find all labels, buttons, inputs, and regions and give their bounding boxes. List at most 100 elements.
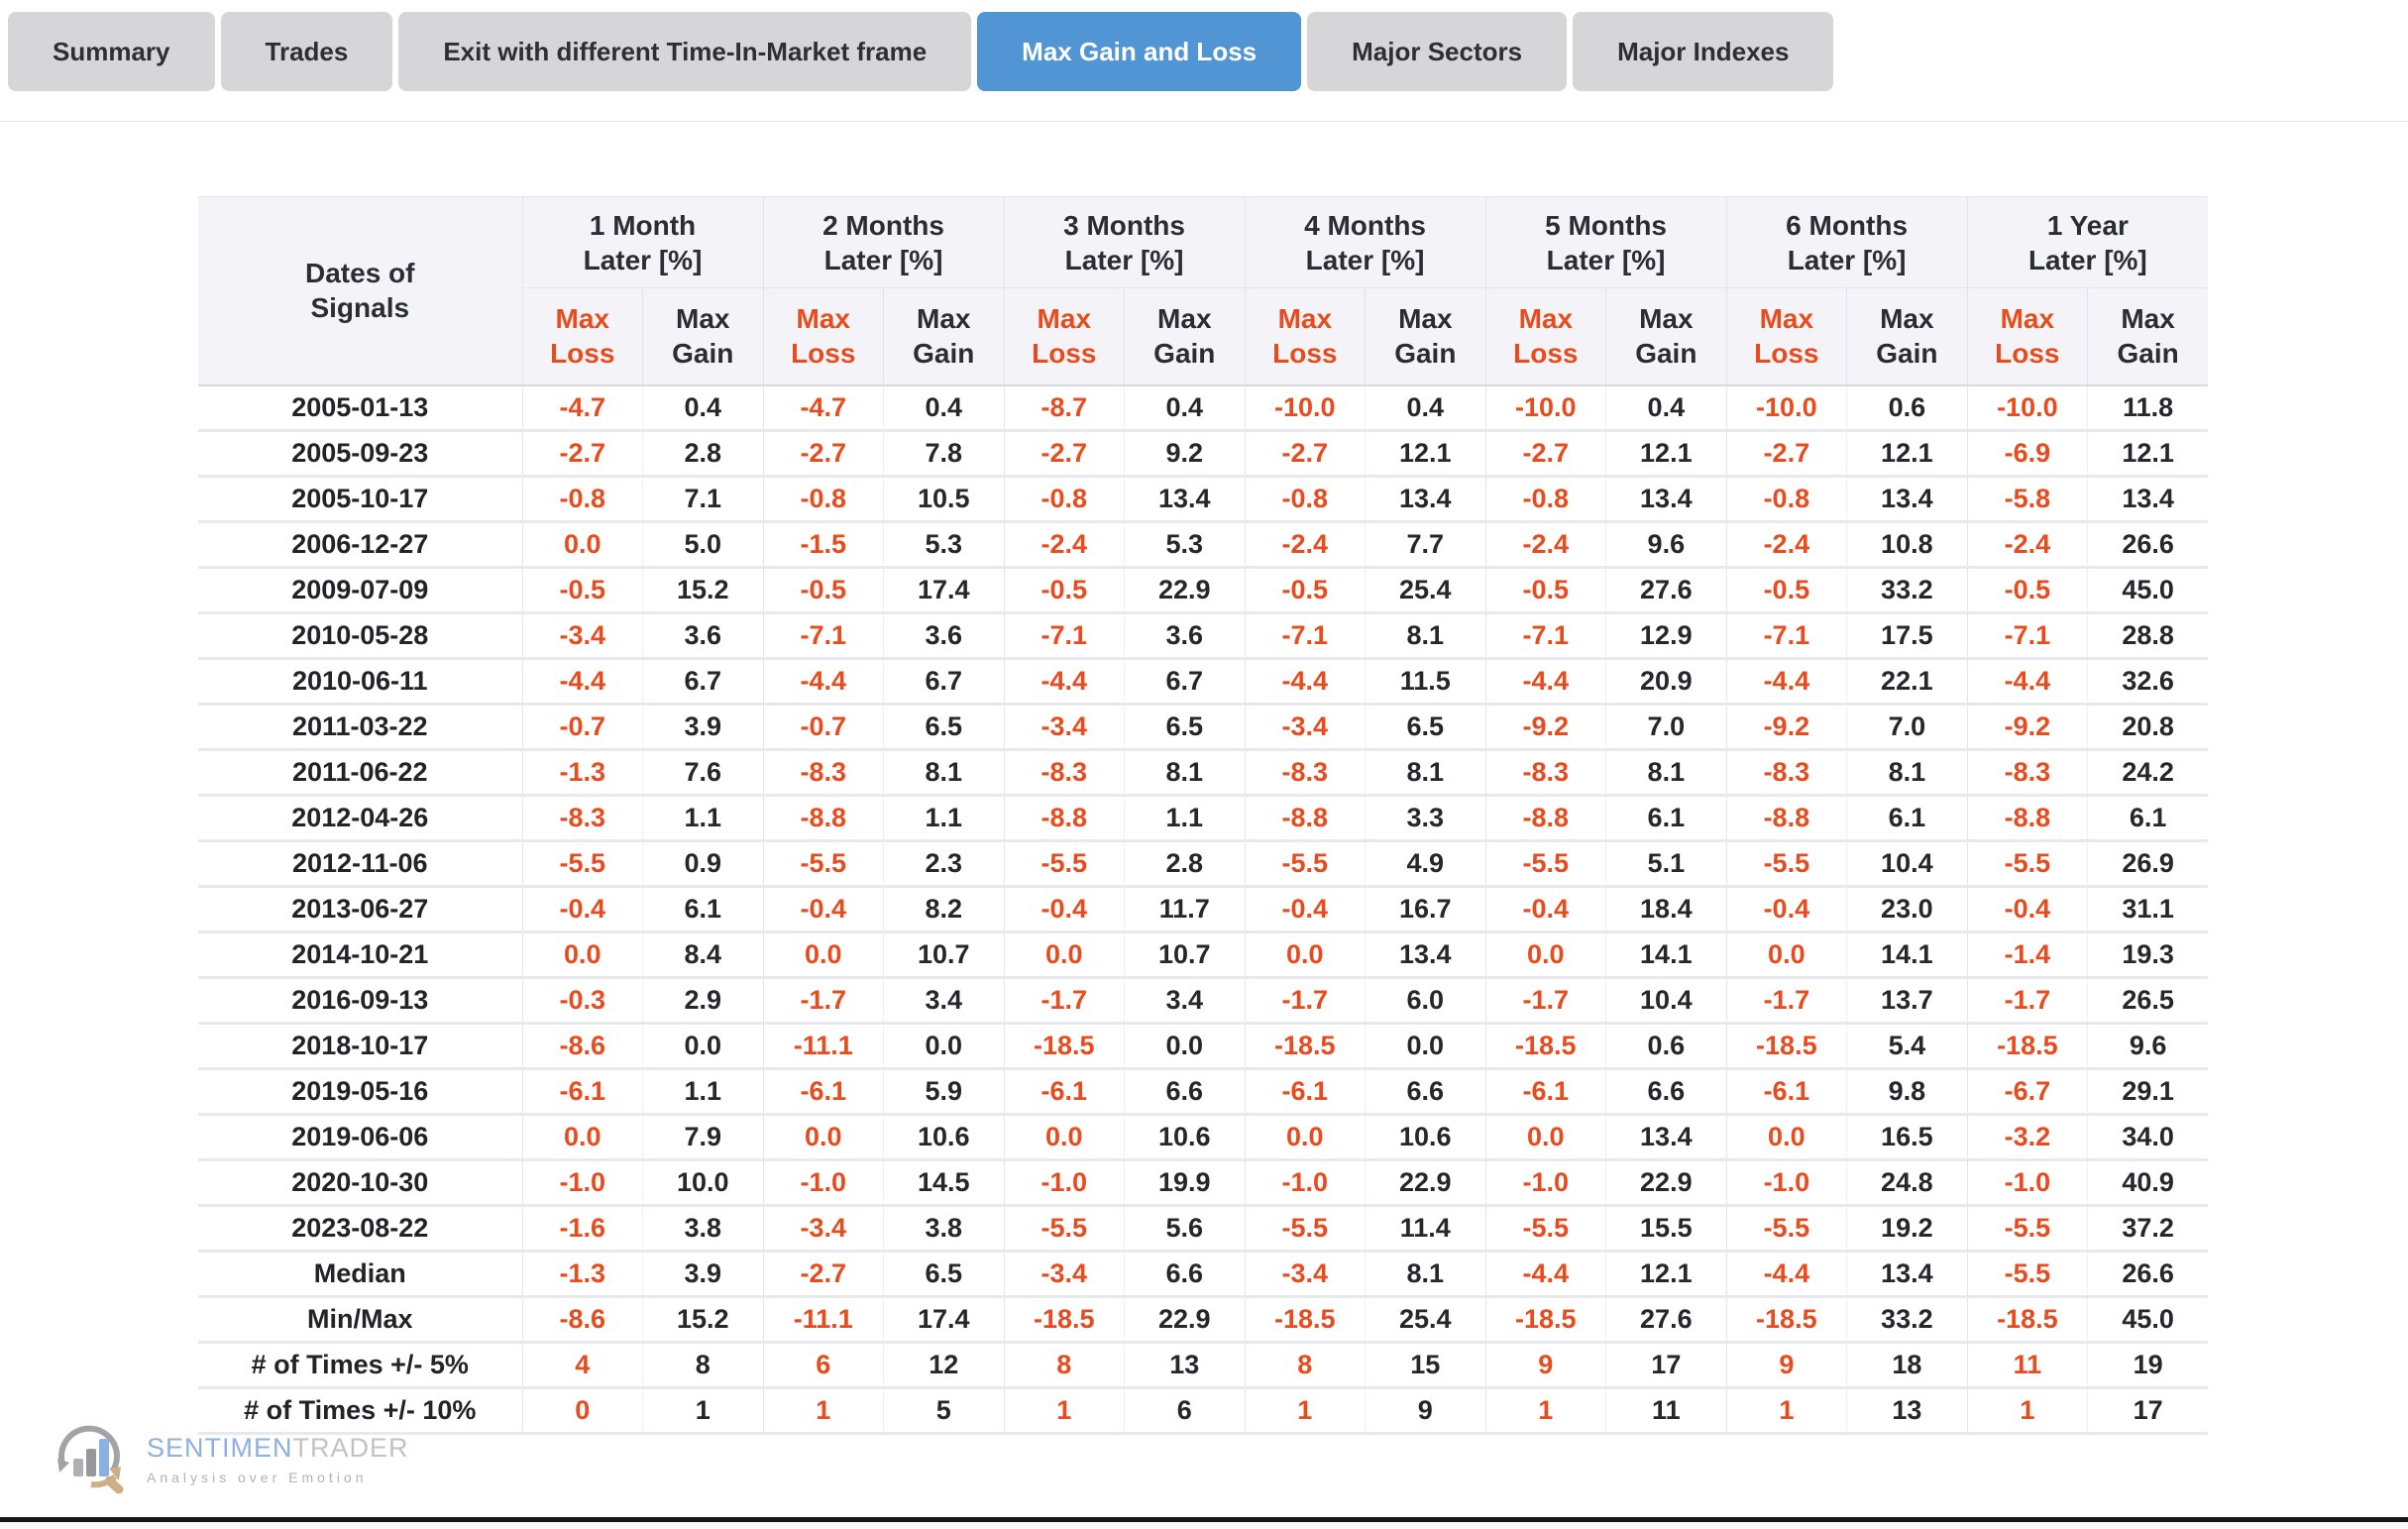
max-gain-cell: 3.4 [883, 977, 1005, 1025]
max-loss-cell: -0.7 [521, 704, 643, 751]
max-loss-cell: -1.3 [521, 1251, 643, 1298]
max-gain-cell: 18 [1846, 1342, 1968, 1389]
max-gain-loss-table-wrap: Dates of Signals 1 Month Later [%] 2 Months L… [198, 196, 2209, 1435]
max-loss-cell: -5.5 [1966, 1251, 2088, 1298]
max-gain-header: Max Gain [1846, 287, 1968, 385]
max-loss-cell: -5.5 [1966, 1205, 2088, 1253]
max-loss-cell: -4.4 [1003, 658, 1125, 706]
max-loss-cell: -7.1 [1484, 612, 1606, 660]
max-gain-cell: 1.1 [883, 795, 1005, 842]
max-loss-cell: -3.2 [1966, 1114, 2088, 1161]
max-loss-cell: -2.7 [1244, 430, 1366, 478]
max-gain-cell: 17.5 [1846, 612, 1968, 660]
max-gain-cell: 22.9 [1124, 1296, 1246, 1344]
max-gain-header: Max Gain [1365, 287, 1486, 385]
max-gain-cell: 24.8 [1846, 1159, 1968, 1207]
date-cell: 2011-06-22 [198, 749, 522, 797]
max-gain-cell: 12.1 [1605, 1251, 1727, 1298]
max-gain-cell: 3.6 [1124, 612, 1246, 660]
max-loss-cell: -0.4 [762, 886, 884, 933]
max-gain-cell: 14.5 [883, 1159, 1005, 1207]
max-gain-cell: 22.9 [1605, 1159, 1727, 1207]
tab-trades[interactable]: Trades [220, 12, 393, 91]
max-loss-cell: -0.4 [521, 886, 643, 933]
max-gain-cell: 6 [1124, 1387, 1246, 1435]
period-header-4-months: 4 Months Later [%] [1244, 196, 1486, 288]
max-loss-header: Max Loss [521, 287, 643, 385]
bottom-border [0, 1517, 2408, 1522]
sentimentrader-logo-icon [57, 1425, 124, 1494]
max-gain-cell: 12.1 [1605, 430, 1727, 478]
max-loss-cell: -1.0 [762, 1159, 884, 1207]
max-loss-cell: -1.7 [1725, 977, 1847, 1025]
max-gain-cell: 0.9 [642, 840, 764, 888]
max-loss-cell: -18.5 [1244, 1296, 1366, 1344]
max-loss-cell: 8 [1244, 1342, 1366, 1389]
tab-major-indexes[interactable]: Major Indexes [1573, 12, 1834, 91]
period-header-6-months: 6 Months Later [%] [1725, 196, 1968, 288]
max-gain-cell: 0.4 [1365, 384, 1486, 432]
max-gain-cell: 4.9 [1365, 840, 1486, 888]
max-gain-cell: 32.6 [2087, 658, 2209, 706]
max-gain-cell: 3.8 [642, 1205, 764, 1253]
max-gain-cell: 8.2 [883, 886, 1005, 933]
max-gain-cell: 1.1 [1124, 795, 1246, 842]
tab-summary[interactable]: Summary [8, 12, 215, 91]
max-loss-cell: -3.4 [1244, 1251, 1366, 1298]
max-loss-cell: -18.5 [1966, 1296, 2088, 1344]
max-gain-cell: 13.4 [1365, 476, 1486, 523]
table-row: 2012-04-26 -8.3 1.1 -8.8 1.1 -8.8 1.1 -8.8 3.3 -8… [198, 795, 2209, 842]
max-gain-cell: 7.0 [1846, 704, 1968, 751]
max-gain-cell: 5.9 [883, 1068, 1005, 1116]
max-loss-cell: -0.8 [521, 476, 643, 523]
max-loss-cell: -1.0 [1725, 1159, 1847, 1207]
max-loss-cell: -5.8 [1966, 476, 2088, 523]
table-row: 2020-10-30 -1.0 10.0 -1.0 14.5 -1.0 19.9 -1.0 22… [198, 1159, 2209, 1207]
max-gain-cell: 8.1 [1365, 612, 1486, 660]
max-loss-cell: -18.5 [1244, 1023, 1366, 1070]
max-gain-cell: 24.2 [2087, 749, 2209, 797]
max-loss-cell: 0.0 [1725, 931, 1847, 979]
max-loss-cell: 0.0 [1484, 1114, 1606, 1161]
max-loss-cell: -0.3 [521, 977, 643, 1025]
max-gain-cell: 2.8 [642, 430, 764, 478]
tab-major-sectors[interactable]: Major Sectors [1307, 12, 1568, 91]
max-gain-cell: 7.6 [642, 749, 764, 797]
max-loss-cell: 9 [1725, 1342, 1847, 1389]
date-cell: 2019-05-16 [198, 1068, 522, 1116]
max-gain-header: Max Gain [2087, 287, 2209, 385]
max-gain-cell: 8.1 [1846, 749, 1968, 797]
tab-max-gain-and-loss[interactable]: Max Gain and Loss [977, 12, 1302, 91]
max-loss-cell: -0.5 [1725, 567, 1847, 614]
max-loss-cell: 0.0 [1003, 931, 1125, 979]
max-gain-cell: 20.8 [2087, 704, 2209, 751]
date-cell: 2013-06-27 [198, 886, 522, 933]
max-loss-cell: -0.4 [1244, 886, 1366, 933]
max-gain-cell: 6.7 [883, 658, 1005, 706]
table-row: 2009-07-09 -0.5 15.2 -0.5 17.4 -0.5 22.9 -0.5 25… [198, 567, 2209, 614]
max-gain-cell: 0.4 [1124, 384, 1246, 432]
sentimentrader-wordmark: SENTIMENTRADER [147, 1432, 409, 1463]
table-row: 2016-09-13 -0.3 2.9 -1.7 3.4 -1.7 3.4 -1.7 6.0 -1… [198, 977, 2209, 1025]
table-row: 2011-06-22 -1.3 7.6 -8.3 8.1 -8.3 8.1 -8.3 8.1 -8… [198, 749, 2209, 797]
max-loss-cell: -8.8 [1484, 795, 1606, 842]
max-loss-cell: -6.9 [1966, 430, 2088, 478]
max-gain-cell: 17.4 [883, 567, 1005, 614]
max-gain-cell: 10.4 [1605, 977, 1727, 1025]
max-loss-cell: 0.0 [1244, 931, 1366, 979]
max-gain-cell: 0.4 [642, 384, 764, 432]
date-cell: 2010-05-28 [198, 612, 522, 660]
max-loss-cell: 6 [762, 1342, 884, 1389]
max-loss-cell: -8.3 [1003, 749, 1125, 797]
period-header-5-months: 5 Months Later [%] [1484, 196, 1727, 288]
max-loss-cell: -1.0 [521, 1159, 643, 1207]
max-loss-cell: -3.4 [1244, 704, 1366, 751]
max-gain-header: Max Gain [1124, 287, 1246, 385]
max-loss-cell: 4 [521, 1342, 643, 1389]
tab-exit-time-in-market[interactable]: Exit with different Time-In-Market frame [398, 12, 972, 91]
max-loss-cell: -8.3 [1966, 749, 2088, 797]
tab-divider [0, 121, 2408, 122]
max-gain-cell: 13.4 [1846, 1251, 1968, 1298]
max-gain-cell: 13.4 [1605, 1114, 1727, 1161]
max-loss-cell: 0.0 [762, 931, 884, 979]
